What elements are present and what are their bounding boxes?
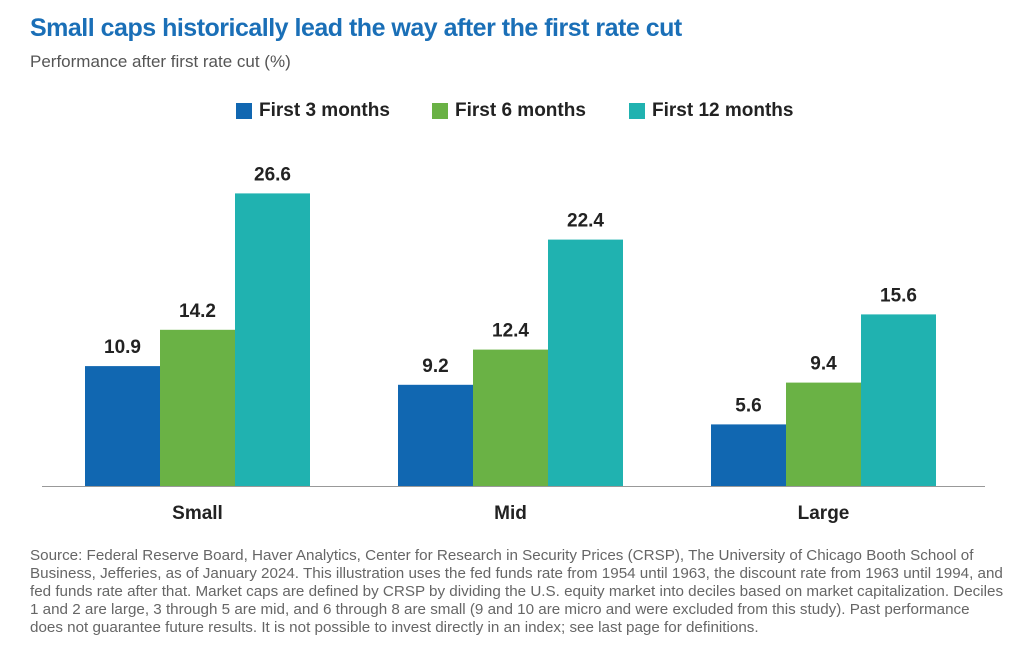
data-label-large-series-2: 9.4: [810, 354, 837, 375]
legend-item-first-12-months: First 12 months: [629, 100, 793, 122]
bar-mid-series-2: [473, 349, 548, 486]
data-label-mid-series-2: 12.4: [492, 321, 529, 342]
data-label-mid-series-3: 22.4: [567, 211, 604, 232]
bar-group-mid: 9.2 12.4 22.4: [398, 211, 623, 486]
legend: First 3 months First 6 months First 12 m…: [0, 100, 1024, 130]
bar-small-series-3: [235, 193, 310, 486]
bar-group-large: 5.6 9.4 15.6: [711, 285, 936, 486]
data-label-large-series-1: 5.6: [735, 395, 761, 416]
legend-label-first-3-months: First 3 months: [259, 100, 390, 121]
chart-title: Small caps historically lead the way aft…: [30, 14, 682, 42]
legend-item-first-3-months: First 3 months: [236, 100, 390, 122]
legend-swatch-first-3-months: [236, 103, 252, 119]
data-label-small-series-1: 10.9: [104, 337, 141, 358]
legend-item-first-6-months: First 6 months: [432, 100, 586, 122]
bar-small-series-2: [160, 329, 235, 486]
category-label-large: Large: [798, 503, 850, 524]
bar-mid-series-3: [548, 239, 623, 486]
legend-label-first-12-months: First 12 months: [652, 100, 794, 121]
bar-group-small: 10.9 14.2 26.6: [85, 164, 310, 486]
bar-large-series-1: [711, 424, 786, 486]
legend-swatch-first-12-months: [629, 103, 645, 119]
bar-small-series-1: [85, 366, 160, 486]
data-label-small-series-2: 14.2: [179, 301, 216, 322]
category-label-small: Small: [172, 503, 223, 524]
bar-large-series-2: [786, 382, 861, 486]
category-label-mid: Mid: [494, 503, 527, 524]
bar-chart: 10.9 14.2 26.6 Small 9.2 12.4 22.4 Mid 5.6 9.4 15.…: [42, 164, 985, 524]
data-label-mid-series-1: 9.2: [422, 356, 448, 377]
source-note: Source: Federal Reserve Board, Haver Ana…: [30, 547, 1004, 636]
bar-mid-series-1: [398, 384, 473, 486]
data-label-small-series-3: 26.6: [254, 164, 291, 185]
chart-subtitle: Performance after first rate cut (%): [30, 52, 291, 71]
bar-large-series-3: [861, 314, 936, 486]
data-label-large-series-3: 15.6: [880, 285, 917, 306]
legend-label-first-6-months: First 6 months: [455, 100, 586, 121]
legend-swatch-first-6-months: [432, 103, 448, 119]
